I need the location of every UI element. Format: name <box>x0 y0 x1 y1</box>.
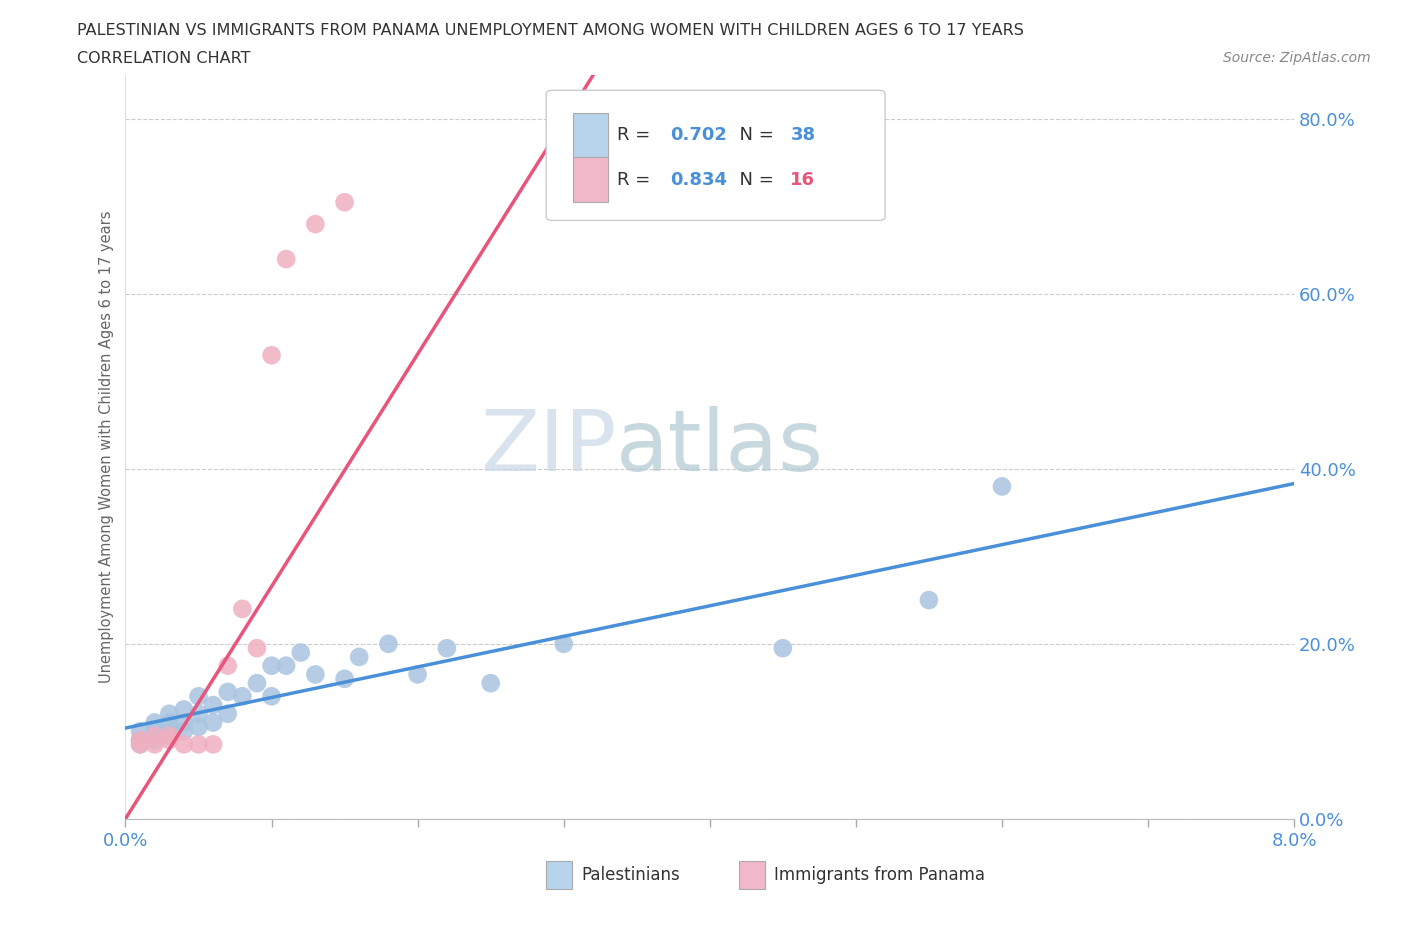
Point <box>187 720 209 735</box>
Point <box>187 707 209 722</box>
Point <box>333 194 356 209</box>
Point <box>406 667 429 682</box>
Text: R =: R = <box>617 126 657 144</box>
Point <box>129 737 152 751</box>
Point <box>377 636 399 651</box>
Point <box>217 658 239 673</box>
FancyBboxPatch shape <box>574 157 609 202</box>
Point <box>772 641 794 656</box>
Text: 38: 38 <box>790 126 815 144</box>
Point <box>157 715 180 730</box>
Text: 0.702: 0.702 <box>671 126 727 144</box>
Y-axis label: Unemployment Among Women with Children Ages 6 to 17 years: Unemployment Among Women with Children A… <box>100 211 114 684</box>
FancyBboxPatch shape <box>546 90 886 220</box>
FancyBboxPatch shape <box>546 861 572 889</box>
Point <box>260 689 283 704</box>
Point <box>436 641 458 656</box>
Point <box>246 641 269 656</box>
Point <box>157 728 180 743</box>
Text: R =: R = <box>617 170 657 189</box>
Point <box>202 698 225 712</box>
Text: N =: N = <box>728 170 780 189</box>
Point <box>231 602 253 617</box>
Point <box>260 348 283 363</box>
Point <box>173 702 195 717</box>
Text: Immigrants from Panama: Immigrants from Panama <box>775 866 986 884</box>
Point <box>143 733 166 748</box>
Text: 16: 16 <box>790 170 815 189</box>
Point <box>187 737 209 751</box>
Point <box>129 724 152 738</box>
Point <box>157 733 180 748</box>
Point <box>129 737 152 751</box>
Point <box>143 724 166 738</box>
Point <box>143 728 166 743</box>
Point <box>129 733 152 748</box>
FancyBboxPatch shape <box>574 113 609 157</box>
Text: Source: ZipAtlas.com: Source: ZipAtlas.com <box>1223 51 1371 65</box>
Point <box>157 720 180 735</box>
Point <box>304 217 326 232</box>
FancyBboxPatch shape <box>740 861 765 889</box>
Point <box>143 728 166 743</box>
Point <box>202 715 225 730</box>
Text: PALESTINIAN VS IMMIGRANTS FROM PANAMA UNEMPLOYMENT AMONG WOMEN WITH CHILDREN AGE: PALESTINIAN VS IMMIGRANTS FROM PANAMA UN… <box>77 23 1024 38</box>
Point <box>157 728 180 743</box>
Text: N =: N = <box>728 126 780 144</box>
Point <box>173 724 195 738</box>
Point <box>217 707 239 722</box>
Point <box>143 715 166 730</box>
Point <box>276 252 298 267</box>
Point <box>276 658 298 673</box>
Point <box>173 737 195 751</box>
Point <box>129 733 152 748</box>
Text: 0.834: 0.834 <box>671 170 727 189</box>
Point <box>187 689 209 704</box>
Point <box>347 649 370 664</box>
Point <box>333 671 356 686</box>
Point <box>918 592 941 607</box>
Point <box>304 667 326 682</box>
Point <box>157 707 180 722</box>
Point <box>991 479 1014 494</box>
Point <box>202 737 225 751</box>
Point <box>260 658 283 673</box>
Point <box>143 737 166 751</box>
Point <box>553 636 575 651</box>
Text: atlas: atlas <box>616 405 824 488</box>
Point <box>217 684 239 699</box>
Point <box>479 676 502 691</box>
Text: CORRELATION CHART: CORRELATION CHART <box>77 51 250 66</box>
Point <box>290 645 312 660</box>
Point <box>246 676 269 691</box>
Point <box>231 689 253 704</box>
Point <box>173 715 195 730</box>
Text: Palestinians: Palestinians <box>581 866 681 884</box>
Text: ZIP: ZIP <box>479 405 616 488</box>
